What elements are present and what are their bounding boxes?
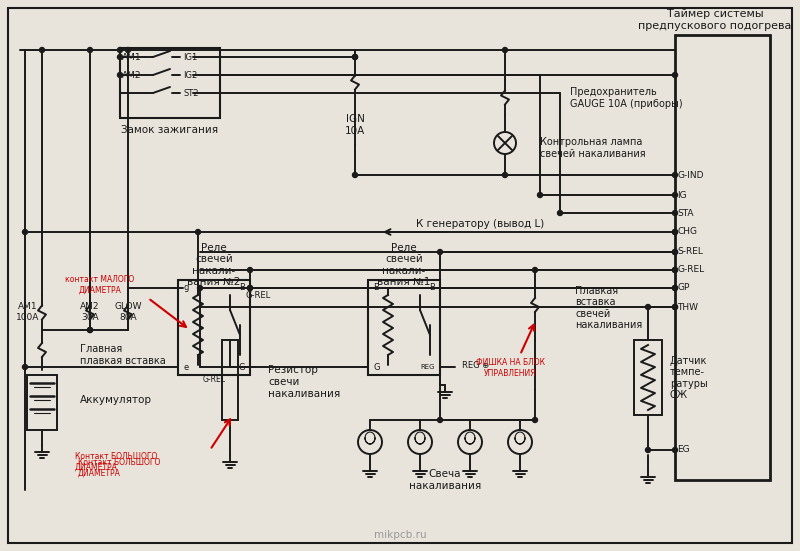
Circle shape — [646, 305, 650, 310]
Circle shape — [247, 285, 253, 290]
Circle shape — [353, 172, 358, 177]
Text: CHG: CHG — [677, 228, 697, 236]
Text: Контакт БОЛЬШОГО
ДИАМЕТРА: Контакт БОЛЬШОГО ДИАМЕТРА — [75, 452, 158, 472]
Circle shape — [673, 447, 678, 452]
Circle shape — [87, 327, 93, 332]
Text: AM2: AM2 — [122, 72, 142, 80]
Text: AM2
30A: AM2 30A — [80, 302, 100, 322]
Circle shape — [673, 73, 678, 78]
Text: Таймер системы
предпускового подогрева: Таймер системы предпускового подогрева — [638, 9, 792, 31]
Text: REG ⊕: REG ⊕ — [462, 360, 490, 370]
Circle shape — [353, 55, 358, 60]
Circle shape — [353, 55, 358, 60]
Circle shape — [673, 210, 678, 215]
Circle shape — [118, 55, 122, 60]
Circle shape — [247, 285, 253, 290]
Bar — [222, 340, 238, 420]
Text: STA: STA — [677, 208, 694, 218]
Circle shape — [673, 305, 678, 310]
Text: Датчик
темпе-
ратуры
ОЖ: Датчик темпе- ратуры ОЖ — [670, 355, 708, 401]
Circle shape — [673, 250, 678, 255]
Text: e: e — [183, 363, 188, 371]
Circle shape — [87, 327, 93, 332]
Circle shape — [673, 192, 678, 197]
Text: IG1: IG1 — [183, 52, 198, 62]
Circle shape — [502, 172, 507, 177]
Text: Главная
плавкая вставка: Главная плавкая вставка — [80, 344, 166, 366]
Circle shape — [533, 418, 538, 423]
Circle shape — [673, 250, 678, 255]
Circle shape — [438, 250, 442, 255]
Text: IGN
10A: IGN 10A — [345, 114, 365, 136]
Text: mikpcb.ru: mikpcb.ru — [374, 530, 426, 540]
Circle shape — [87, 47, 93, 52]
Circle shape — [646, 447, 650, 452]
Text: G-REL: G-REL — [202, 375, 226, 385]
Text: G-REL: G-REL — [677, 266, 704, 274]
Bar — [27, 375, 57, 430]
Text: AM1
100A: AM1 100A — [16, 302, 40, 322]
Circle shape — [438, 418, 442, 423]
Text: GLOW
80A: GLOW 80A — [114, 302, 142, 322]
Text: Контакт БОЛЬШОГО
ДИАМЕТРА: Контакт БОЛЬШОГО ДИАМЕТРА — [78, 458, 160, 478]
Text: ST2: ST2 — [183, 89, 198, 98]
Circle shape — [673, 230, 678, 235]
Text: THW: THW — [677, 302, 698, 311]
Circle shape — [533, 267, 538, 273]
Text: Замок зажигания: Замок зажигания — [122, 125, 218, 135]
Bar — [368, 280, 440, 375]
Circle shape — [118, 47, 122, 52]
Text: G: G — [238, 363, 245, 371]
Circle shape — [673, 267, 678, 273]
Bar — [634, 340, 662, 415]
Circle shape — [22, 365, 27, 370]
Circle shape — [673, 230, 678, 235]
Text: Аккумулятор: Аккумулятор — [80, 395, 152, 405]
Text: Контрольная лампа
свечей накаливания: Контрольная лампа свечей накаливания — [540, 137, 646, 159]
Circle shape — [39, 47, 45, 52]
Text: G: G — [373, 363, 379, 371]
Circle shape — [22, 230, 27, 235]
Bar — [120, 48, 220, 118]
Text: Реле
свечей
накали-
вания №2: Реле свечей накали- вания №2 — [187, 242, 241, 288]
Text: G-REL: G-REL — [245, 291, 270, 300]
Text: контакт МАЛОГО
ДИАМЕТРА: контакт МАЛОГО ДИАМЕТРА — [66, 276, 134, 295]
Text: IG2: IG2 — [183, 71, 198, 79]
Circle shape — [126, 47, 130, 52]
Text: S-REL: S-REL — [677, 247, 703, 257]
Text: G-IND: G-IND — [677, 170, 703, 180]
Circle shape — [673, 285, 678, 290]
Circle shape — [247, 267, 253, 273]
Text: Реле
свечей
накали-
вания №1: Реле свечей накали- вания №1 — [378, 242, 430, 288]
Circle shape — [538, 192, 542, 197]
Text: IG: IG — [677, 191, 686, 199]
Text: GP: GP — [677, 284, 690, 293]
Circle shape — [673, 172, 678, 177]
Text: Плавкая
вставка
свечей
накаливания: Плавкая вставка свечей накаливания — [575, 285, 642, 331]
Circle shape — [502, 47, 507, 52]
Text: ФИШКА НА БЛОК
УПРАВЛЕНИЯ: ФИШКА НА БЛОК УПРАВЛЕНИЯ — [475, 358, 545, 377]
Text: К генератору (вывод L): К генератору (вывод L) — [416, 219, 544, 229]
Bar — [675, 35, 770, 480]
Text: g: g — [183, 284, 188, 293]
Text: REG: REG — [421, 364, 435, 370]
Text: Резистор
свечи
накаливания: Резистор свечи накаливания — [268, 365, 340, 398]
Text: AM1: AM1 — [122, 53, 142, 62]
Text: B: B — [429, 284, 435, 293]
Circle shape — [673, 267, 678, 273]
Circle shape — [118, 73, 122, 78]
Circle shape — [673, 285, 678, 290]
Text: Свеча
накаливания: Свеча накаливания — [409, 469, 481, 491]
Circle shape — [195, 230, 201, 235]
Circle shape — [558, 210, 562, 215]
Bar — [178, 280, 250, 375]
Circle shape — [673, 305, 678, 310]
Text: EG: EG — [677, 446, 690, 455]
Circle shape — [198, 285, 202, 290]
Text: Предохранитель
GAUGE 10A (приборы): Предохранитель GAUGE 10A (приборы) — [570, 87, 682, 109]
Text: B: B — [239, 284, 245, 293]
Text: B: B — [373, 284, 379, 293]
